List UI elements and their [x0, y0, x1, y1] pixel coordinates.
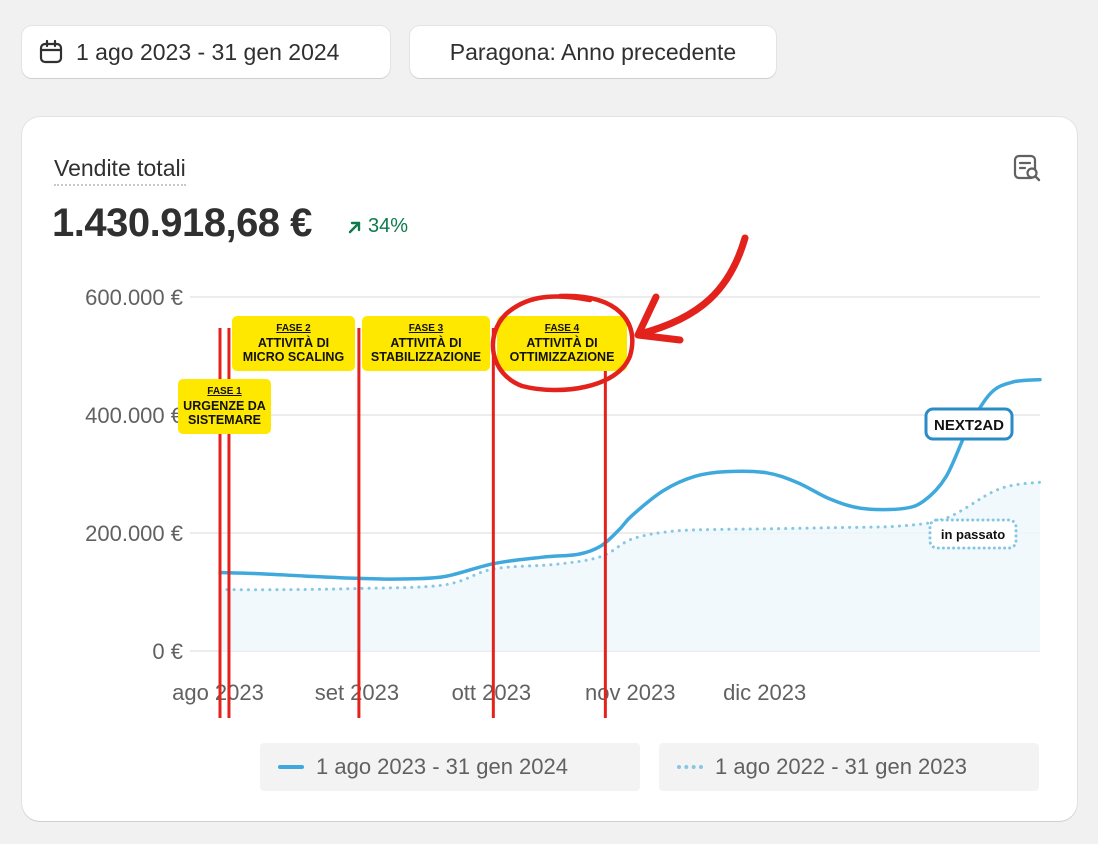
legend-label-previous: 1 ago 2022 - 31 gen 2023: [715, 754, 968, 779]
phase-label-line: URGENZE DA: [183, 399, 266, 413]
calendar-icon: [39, 39, 63, 64]
phase-label-line: OTTIMIZZAZIONE: [510, 350, 615, 364]
phase-label-title: FASE 2: [276, 323, 311, 334]
phase-label-line: STABILIZZAZIONE: [371, 350, 481, 364]
legend-swatch-solid: [278, 765, 304, 769]
legend-item-current[interactable]: 1 ago 2023 - 31 gen 2024: [260, 743, 640, 791]
y-tick-label: 0 €: [152, 639, 183, 664]
next2ad-badge-box: [924, 407, 1014, 441]
legend-label-current: 1 ago 2023 - 31 gen 2024: [316, 754, 569, 779]
phase-label-box: [362, 316, 490, 371]
phase-label-line: SISTEMARE: [188, 413, 261, 427]
phase-label-box: [178, 379, 271, 434]
y-tick-label: 200.000 €: [85, 521, 183, 546]
y-tick-label: 400.000 €: [85, 403, 183, 428]
x-tick-label: ott 2023: [452, 680, 532, 705]
card-title[interactable]: Vendite totali: [54, 155, 186, 186]
compare-label: Paragona: Anno precedente: [449, 38, 737, 65]
in-passato-badge-text: in passato: [941, 527, 1005, 542]
change-badge: 34%: [348, 215, 408, 238]
change-value: 34%: [368, 215, 409, 237]
phase-label-box: [232, 316, 355, 371]
in-passato-badge: in passato: [928, 518, 1018, 550]
x-tick-label: ago 2023: [172, 680, 264, 705]
phase-label-title: FASE 3: [409, 323, 444, 334]
phase-label-box: [497, 316, 627, 371]
legend-item-previous[interactable]: 1 ago 2022 - 31 gen 2023: [659, 743, 1039, 791]
date-range-button[interactable]: 1 ago 2023 - 31 gen 2024: [22, 26, 390, 78]
x-tick-label: nov 2023: [585, 680, 676, 705]
arrow-up-right-icon: [348, 221, 361, 233]
previous-period-line: [218, 480, 1042, 592]
phase-label-line: ATTIVITÀ DI: [390, 335, 461, 350]
phase-label-line: ATTIVITÀ DI: [258, 335, 329, 350]
phase-label-title: FASE 4: [545, 323, 580, 334]
x-tick-label: dic 2023: [723, 680, 806, 705]
highlight-arrow-head: [634, 293, 684, 344]
x-tick-label: set 2023: [315, 680, 399, 705]
in-passato-badge-box: [928, 518, 1018, 550]
report-search-icon[interactable]: [1012, 153, 1042, 183]
legend-swatch-dotted: [677, 765, 703, 769]
phase-label-line: MICRO SCALING: [243, 350, 344, 364]
total-sales-value: 1.430.918,68 €: [52, 201, 312, 245]
previous-period-area: [220, 482, 1040, 651]
y-tick-label: 600.000 €: [85, 285, 183, 310]
highlight-arrow: [636, 234, 749, 338]
phase-label-line: ATTIVITÀ DI: [526, 335, 597, 350]
phase-label-title: FASE 1: [207, 386, 242, 397]
compare-button[interactable]: Paragona: Anno precedente: [410, 26, 776, 78]
sales-card: Vendite totali 1.430.918,68 € 34% 1 ago …: [22, 117, 1077, 821]
highlight-circle: [490, 293, 635, 393]
current-period-line: [218, 377, 1042, 581]
next2ad-badge-text: NEXT2AD: [934, 417, 1004, 434]
next2ad-badge: NEXT2AD: [924, 407, 1014, 441]
date-range-label: 1 ago 2023 - 31 gen 2024: [76, 38, 340, 65]
